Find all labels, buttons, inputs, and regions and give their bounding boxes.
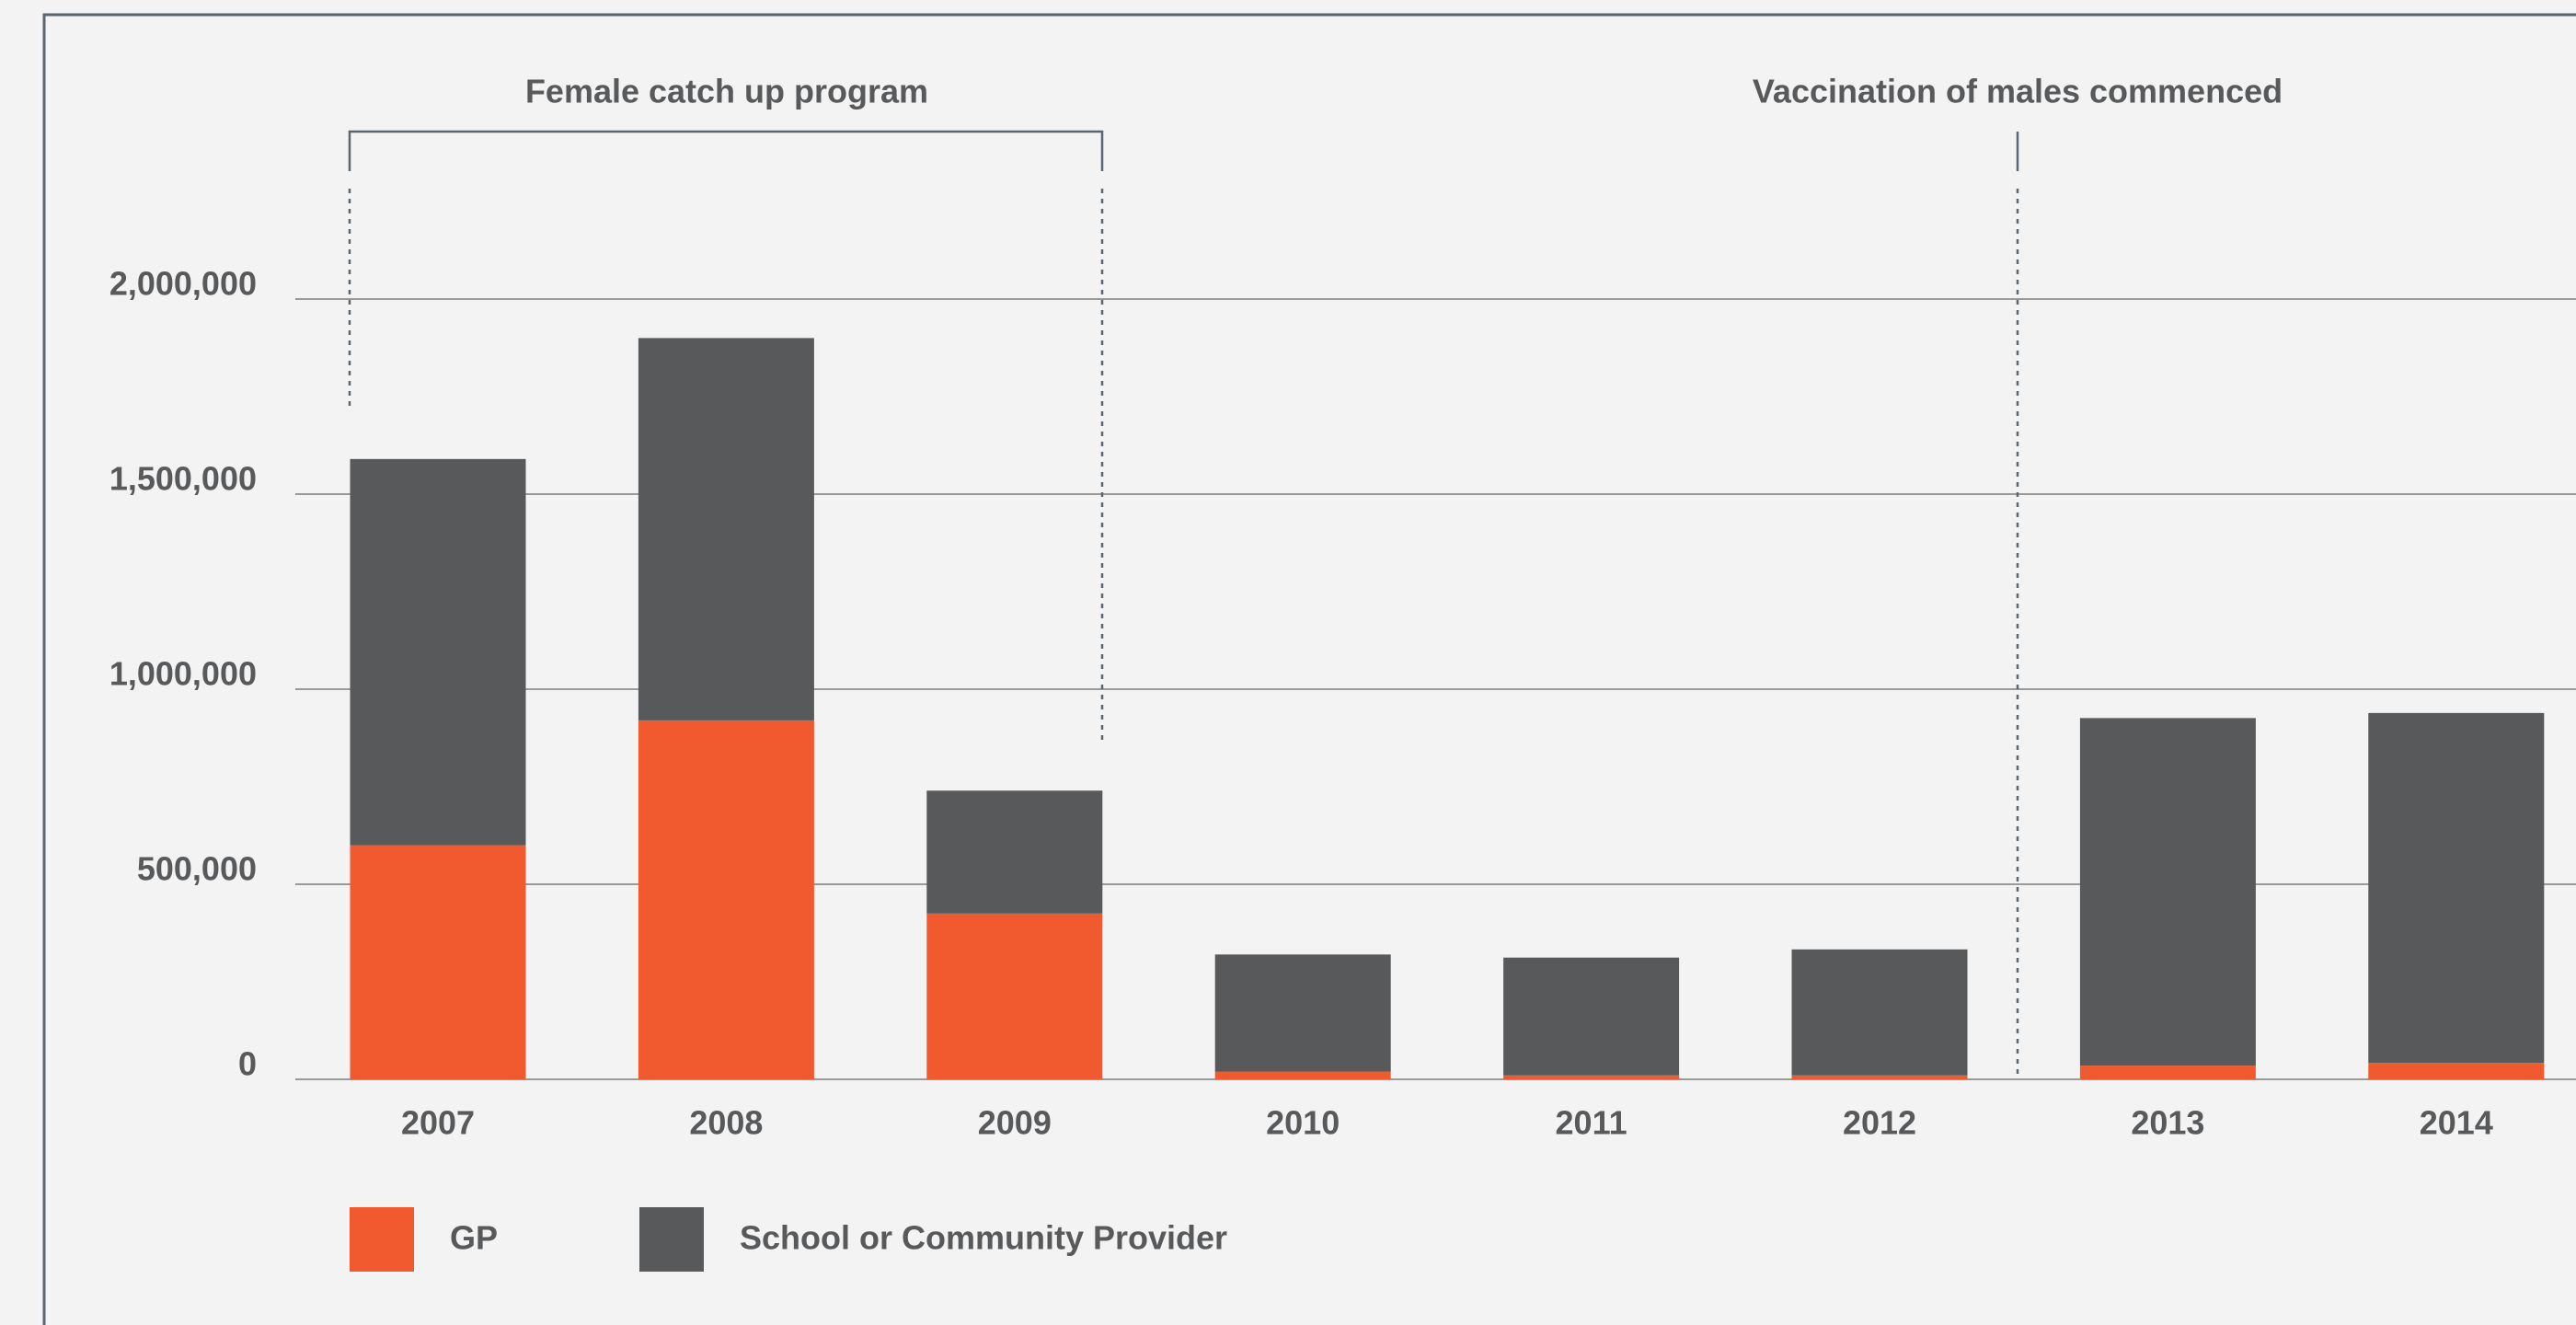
y-tick-label: 2,000,000 (109, 265, 257, 303)
bar-segment (2368, 1063, 2545, 1079)
legend-swatch (350, 1207, 414, 1272)
legend-label: School or Community Provider (740, 1219, 1227, 1257)
x-tick-label: 2013 (2131, 1104, 2204, 1142)
annotations (348, 130, 2019, 1079)
bars: 2007 2008 2009 2010 2011 2012 2013 2014 (350, 338, 2545, 1142)
x-tick-label: 2014 (2420, 1104, 2493, 1142)
bar-segment (1503, 1075, 1680, 1079)
y-tick-label: 0 (238, 1045, 257, 1083)
bar-segment (1214, 954, 1391, 1072)
x-tick-label: 2010 (1266, 1104, 1340, 1142)
y-tick-label: 500,000 (137, 850, 257, 888)
bar-segment (2368, 712, 2545, 1064)
x-tick-label: 2009 (978, 1104, 1052, 1142)
annotation: Vaccination of males commenced (1753, 73, 2283, 110)
x-tick-label: 2008 (689, 1104, 763, 1142)
bar-segment (1791, 1075, 1968, 1079)
bar-segment (926, 790, 1103, 914)
annotation: Female catch up program (525, 73, 928, 110)
legend: GP School or Community Provider (350, 1207, 1227, 1272)
bar-segment (1214, 1071, 1391, 1079)
bar-segment (350, 458, 526, 846)
bar-segment (350, 845, 526, 1079)
bar-segment (638, 338, 814, 720)
bracket (348, 130, 1104, 171)
bar-segment (638, 720, 814, 1079)
bar-segment (2079, 1066, 2256, 1079)
x-tick-label: 2012 (1843, 1104, 1916, 1142)
y-tick-label: 1,000,000 (109, 655, 257, 693)
bar-segment (1791, 949, 1968, 1076)
bar-segment (1503, 957, 1680, 1076)
y-tick-label: 1,500,000 (109, 460, 257, 498)
legend-swatch (639, 1207, 704, 1272)
legend-label: GP (450, 1219, 498, 1257)
bar-segment (2079, 718, 2256, 1066)
x-tick-label: 2007 (401, 1104, 475, 1142)
bar-segment (926, 913, 1103, 1079)
x-tick-label: 2011 (1556, 1104, 1627, 1142)
